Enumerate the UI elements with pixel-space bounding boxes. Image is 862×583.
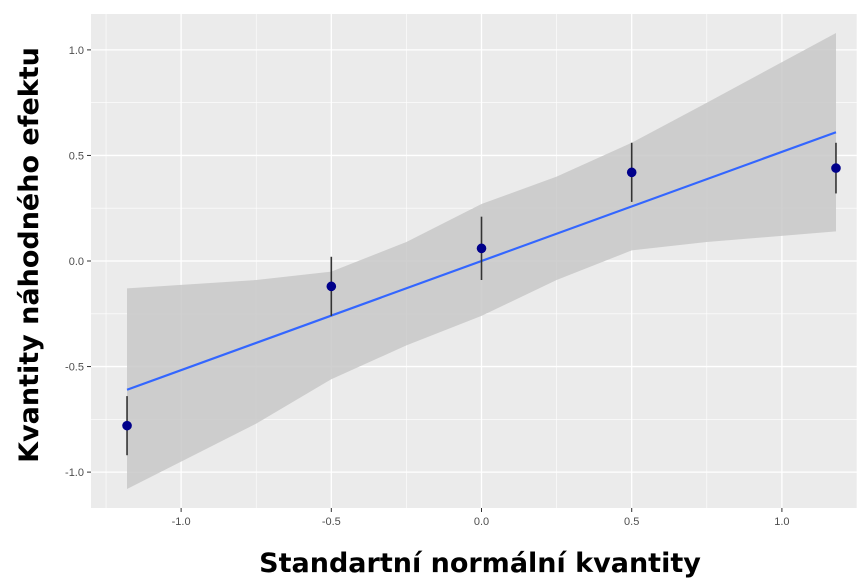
y-axis-ticks: -1.0 -0.5 0.0 0.5 1.0 [65,45,91,479]
data-point [831,163,841,173]
y-tick-label: -0.5 [65,362,84,374]
x-tick-label: 1.0 [774,516,789,528]
x-tick-label: 0.5 [624,516,639,528]
y-tick-label: 0.5 [69,150,84,162]
data-point [326,281,337,292]
data-point [122,420,132,431]
x-axis-ticks: -1.0 -0.5 0.0 0.5 1.0 [172,508,790,528]
y-axis-title: Kvantity náhodného efektu [14,47,45,463]
x-tick-label: -0.5 [322,516,341,528]
data-point [476,243,487,254]
x-tick-label: -1.0 [172,516,191,528]
y-tick-label: 0.0 [69,256,84,268]
y-tick-label: -1.0 [65,467,84,479]
x-axis-title: Standartní normální kvantity [259,548,701,579]
data-point [626,167,637,178]
data-points [122,163,841,431]
y-tick-label: 1.0 [69,45,84,57]
x-tick-label: 0.0 [474,516,489,528]
